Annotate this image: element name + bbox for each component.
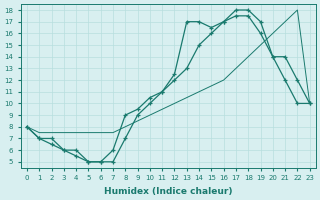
X-axis label: Humidex (Indice chaleur): Humidex (Indice chaleur) (104, 187, 233, 196)
